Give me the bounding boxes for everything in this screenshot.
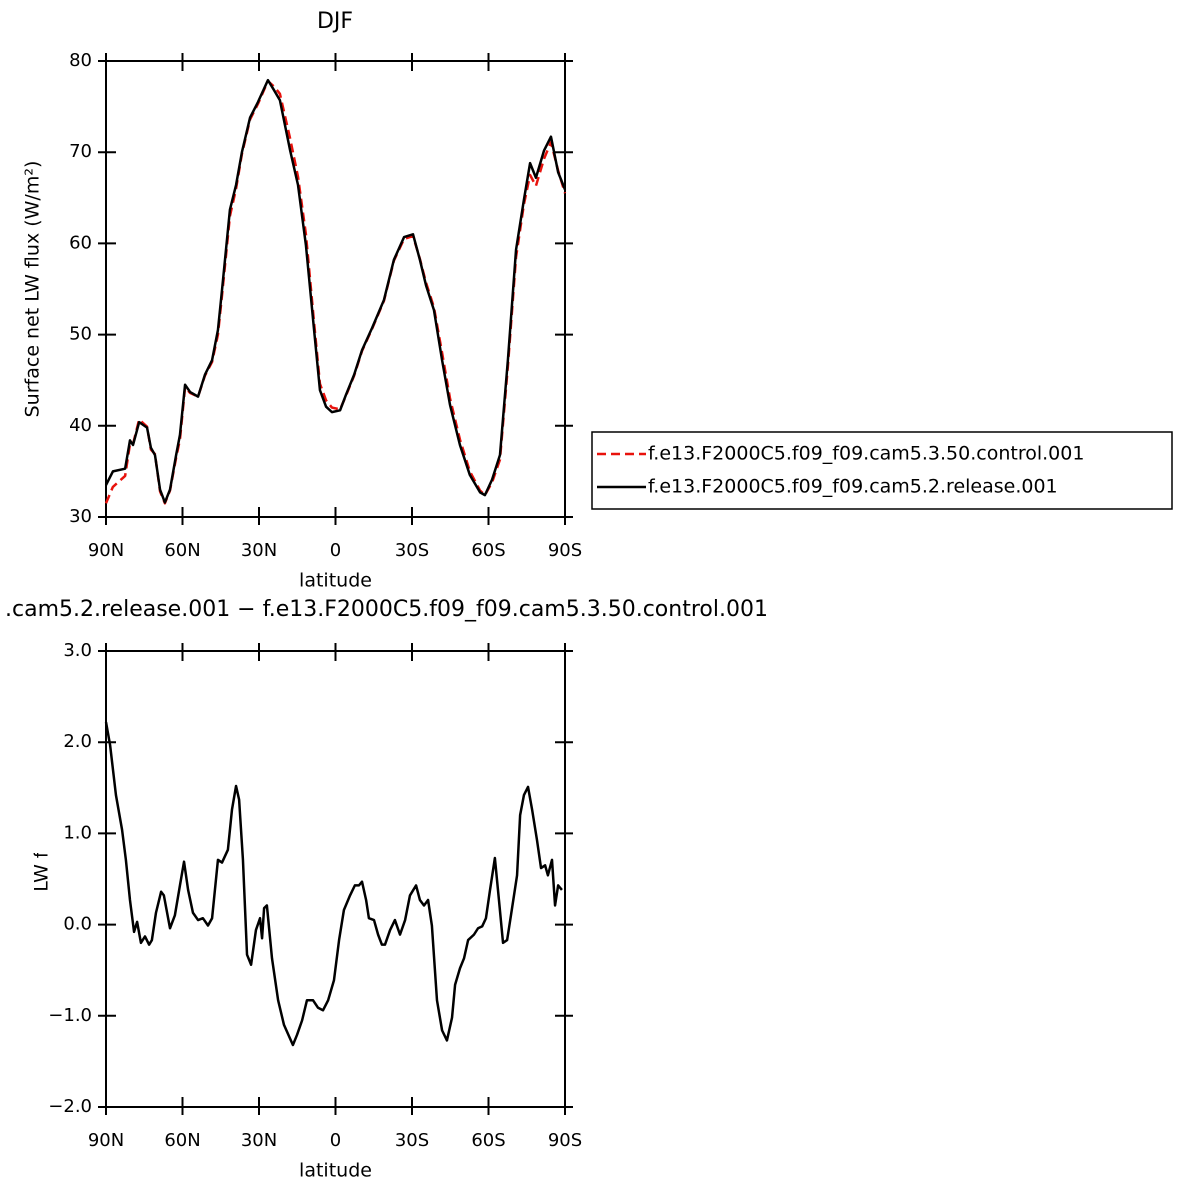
data-line bbox=[104, 721, 563, 1047]
y-tick-label: 30 bbox=[69, 506, 92, 527]
chart-title: .cam5.2.release.001 − f.e13.F2000C5.f09_… bbox=[5, 597, 768, 622]
y-axis-label: Surface net LW flux (W/m²) bbox=[31, 751, 53, 1008]
legend-label: f.e13.F2000C5.f09_f09.cam5.3.50.control.… bbox=[648, 443, 1084, 465]
x-tick-label: 90N bbox=[88, 1130, 124, 1151]
y-tick-label: 40 bbox=[69, 415, 92, 436]
y-tick-label: 0.0 bbox=[63, 914, 92, 935]
plot-frame bbox=[105, 650, 566, 1108]
x-tick-label: 0 bbox=[330, 540, 341, 561]
x-tick-label: 30N bbox=[241, 1130, 277, 1151]
y-tick-label: 50 bbox=[69, 324, 92, 345]
y-tick-label: 1.0 bbox=[63, 822, 92, 843]
y-tick-label: 60 bbox=[69, 232, 92, 253]
y-tick-label: −2.0 bbox=[48, 1096, 92, 1117]
x-tick-label: 60S bbox=[471, 540, 505, 561]
x-tick-label: 60S bbox=[471, 1130, 505, 1151]
chart-title: DJF bbox=[317, 9, 353, 34]
y-tick-label: 2.0 bbox=[63, 731, 92, 752]
y-axis-label: Surface net LW flux (W/m²) bbox=[22, 161, 44, 418]
x-axis-label: latitude bbox=[299, 1160, 372, 1182]
y-tick-label: −1.0 bbox=[48, 1005, 92, 1026]
x-tick-label: 90N bbox=[88, 540, 124, 561]
x-tick-label: 90S bbox=[548, 540, 582, 561]
x-tick-label: 60N bbox=[164, 540, 200, 561]
x-tick-label: 30N bbox=[241, 540, 277, 561]
legend-box bbox=[591, 431, 1173, 510]
x-tick-label: 30S bbox=[395, 540, 429, 561]
legend-label: f.e13.F2000C5.f09_f09.cam5.2.release.001 bbox=[648, 476, 1058, 498]
y-tick-label: 3.0 bbox=[63, 640, 92, 661]
x-tick-label: 60N bbox=[164, 1130, 200, 1151]
data-line bbox=[104, 79, 567, 505]
y-tick-label: 70 bbox=[69, 141, 92, 162]
y-tick-label: 80 bbox=[69, 50, 92, 71]
x-tick-label: 90S bbox=[548, 1130, 582, 1151]
plot-frame bbox=[105, 60, 566, 518]
x-tick-label: 0 bbox=[330, 1130, 341, 1151]
x-axis-label: latitude bbox=[299, 570, 372, 592]
x-tick-label: 30S bbox=[395, 1130, 429, 1151]
data-line bbox=[104, 78, 567, 504]
